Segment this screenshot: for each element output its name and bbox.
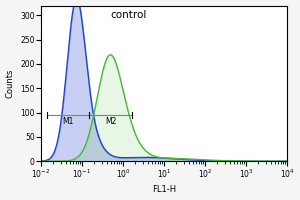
Y-axis label: Counts: Counts xyxy=(6,69,15,98)
Text: M1: M1 xyxy=(63,117,74,126)
X-axis label: FL1-H: FL1-H xyxy=(152,185,176,194)
Text: M2: M2 xyxy=(105,117,116,126)
Text: control: control xyxy=(110,10,146,20)
